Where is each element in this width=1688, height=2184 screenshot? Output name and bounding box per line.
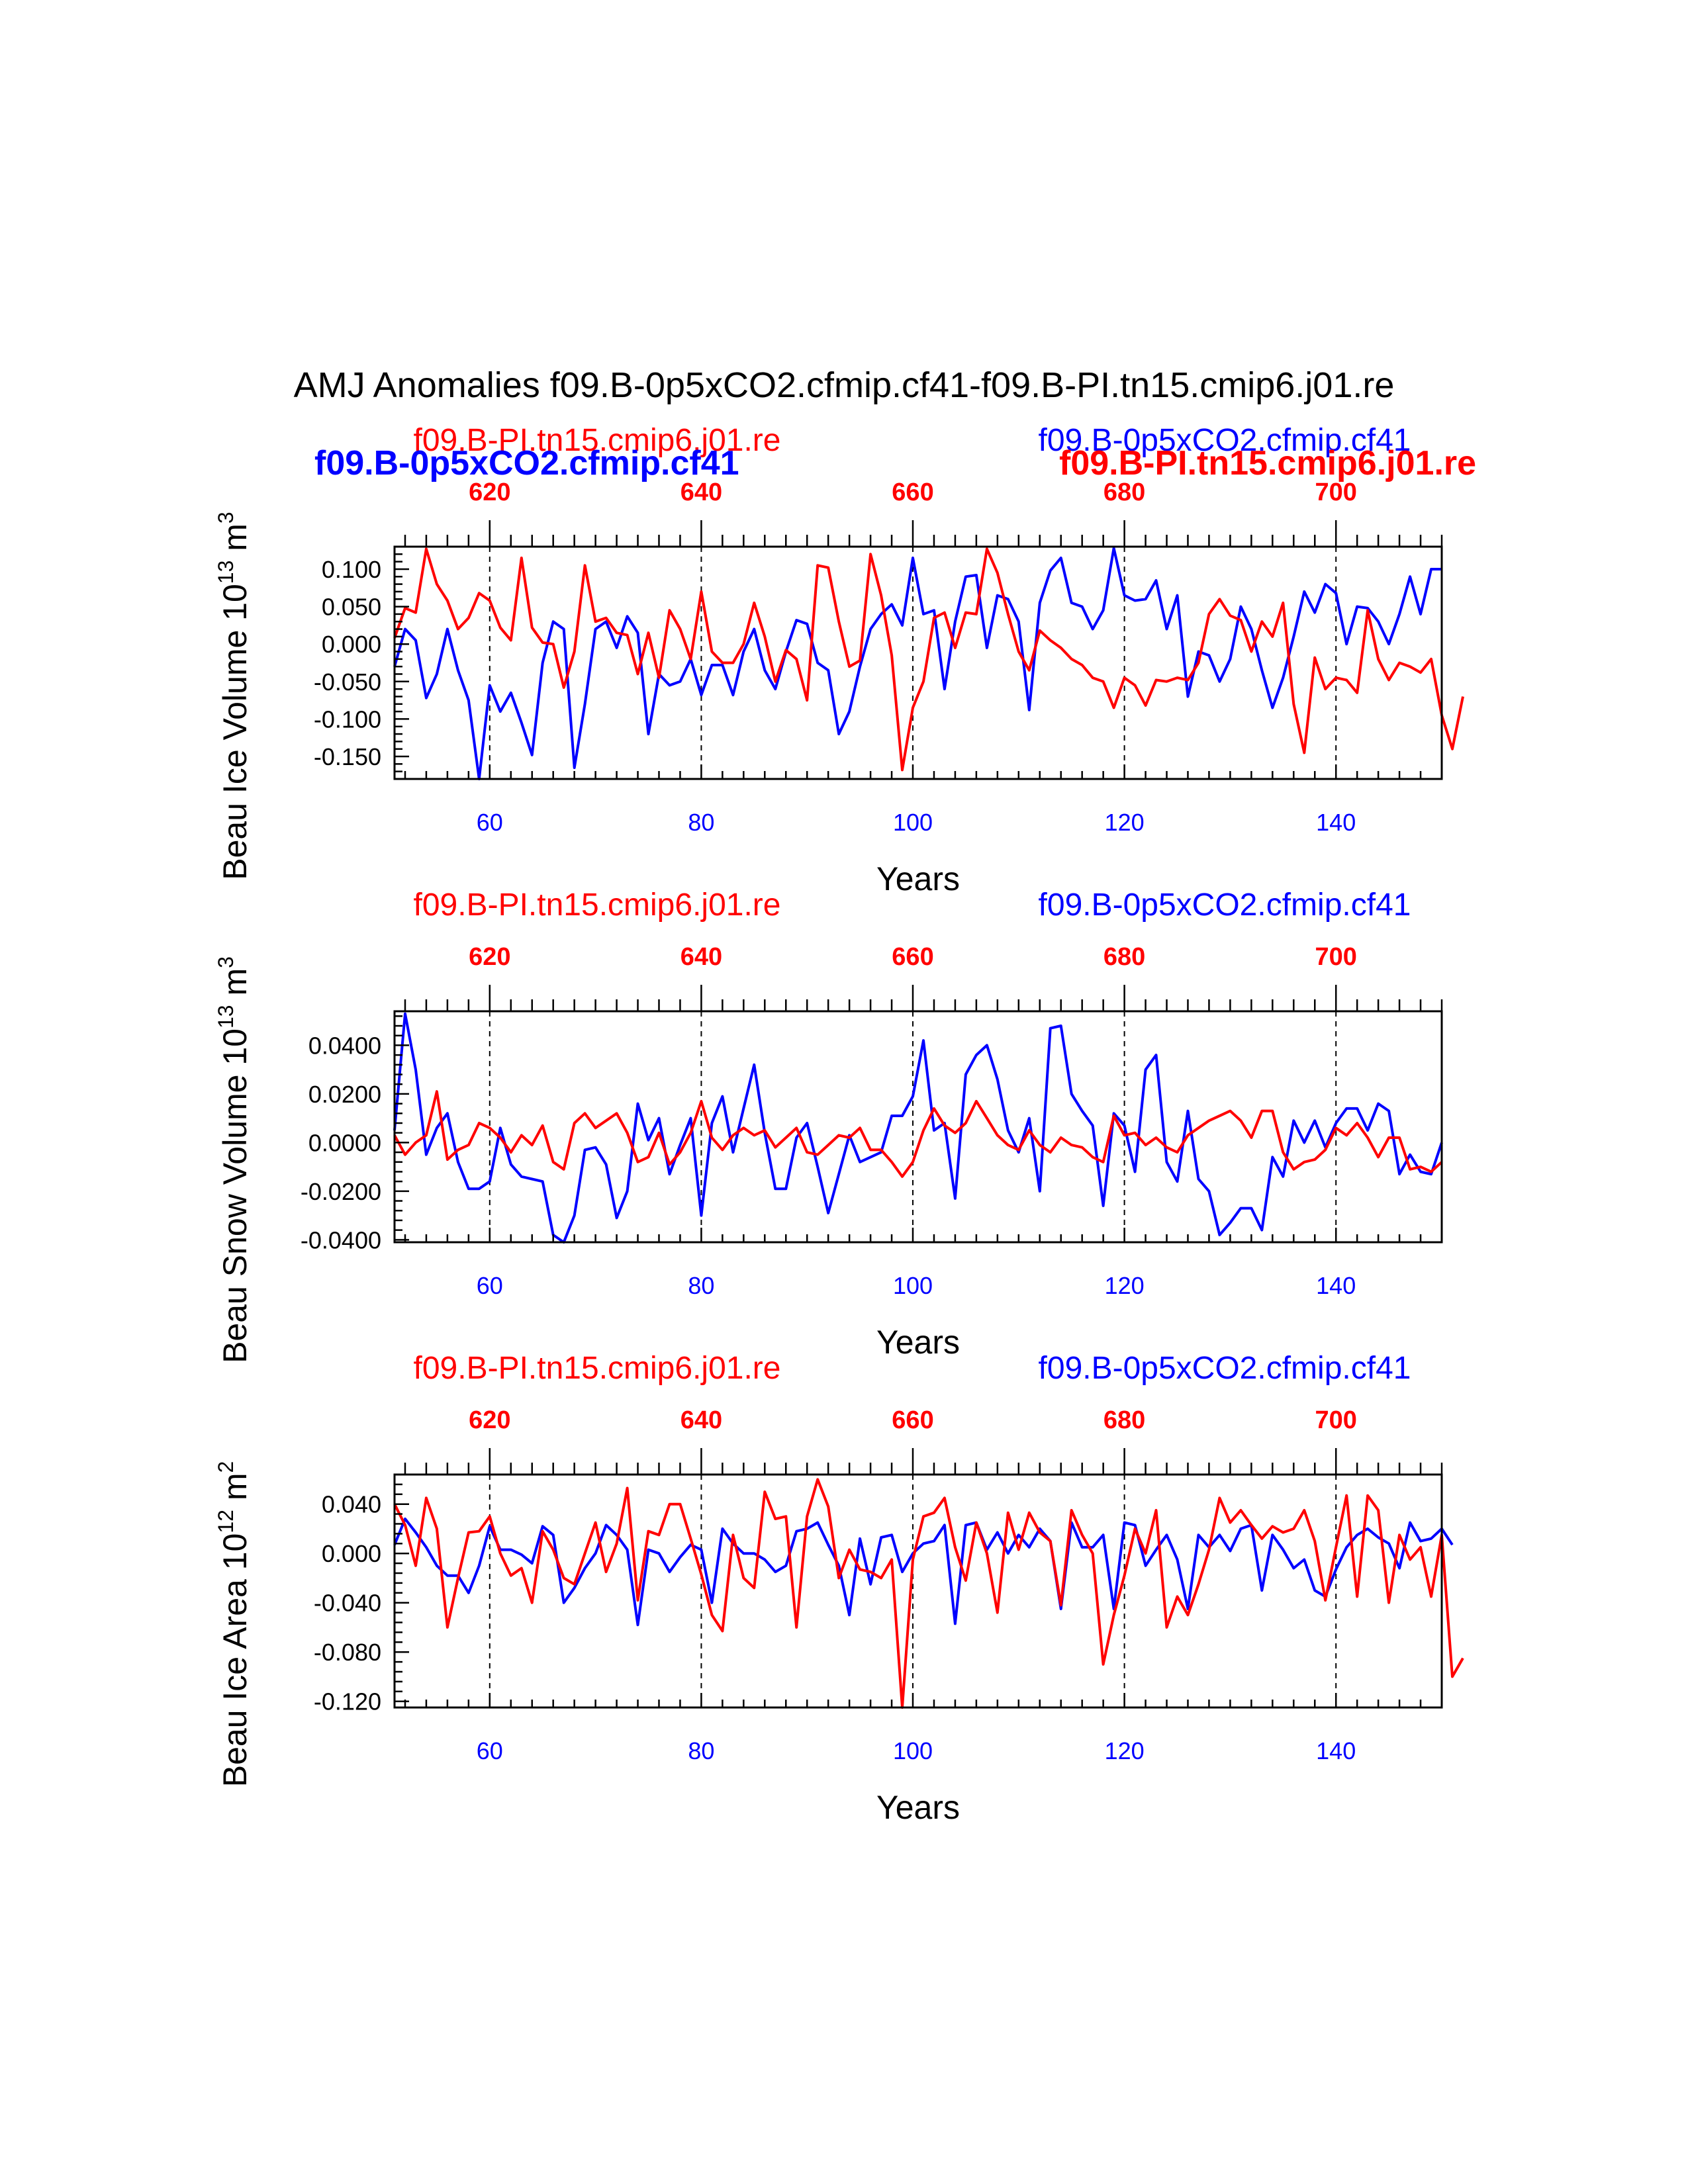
figure-title: AMJ Anomalies f09.B-0p5xCO2.cfmip.cf41-f… <box>294 365 1395 405</box>
ice-volume-top-tick-label: 620 <box>469 478 510 506</box>
ice-area-y-tick-label: 0.040 <box>322 1491 381 1518</box>
ice-area-plot-frame <box>393 1473 1443 1709</box>
snow-volume-x-axis-title: Years <box>876 1324 960 1361</box>
ice-volume-plot-frame <box>393 545 1443 780</box>
ice-volume-header-right-label: f09.B-0p5xCO2.cfmip.cf41 <box>1039 423 1411 458</box>
snow-volume-top-tick-label: 700 <box>1315 943 1356 971</box>
snow-volume-top-tick-label: 620 <box>469 943 510 971</box>
ice-area-top-tick-label: 660 <box>892 1406 933 1434</box>
ice-area-top-tick-label: 620 <box>469 1406 510 1434</box>
ice-volume-x-tick-label: 120 <box>1105 809 1145 836</box>
ice-area-x-tick-label: 120 <box>1105 1737 1145 1764</box>
ice-volume-y-axis-title: Beau Ice Volume 1013 m3 <box>214 512 254 880</box>
ice-volume-y-tick-label: 0.050 <box>322 594 381 621</box>
ice-area-x-tick-label: 60 <box>477 1737 503 1764</box>
snow-volume-series-blue-line <box>393 1012 1443 1244</box>
ice-area-header-left-label: f09.B-PI.tn15.cmip6.j01.re <box>414 1351 781 1386</box>
snow-volume-y-tick-label: 0.0000 <box>308 1129 381 1156</box>
legend-red-bold-label: f09.B-PI.tn15.cmip6.j01.re <box>1059 444 1476 482</box>
snow-volume-y-tick-label: -0.0400 <box>301 1226 381 1253</box>
ice-area-x-axis-title: Years <box>876 1789 960 1826</box>
snow-volume-x-tick-label: 140 <box>1316 1272 1356 1299</box>
ice-area-y-tick-label: -0.120 <box>314 1688 381 1715</box>
ice-volume-panel: 60 80 100 120 140 Years 620 640 660 680 700 f09.B-P… <box>214 423 1464 897</box>
snow-volume-y-tick-label: 0.0200 <box>308 1081 381 1108</box>
snow-volume-plot-frame <box>393 1010 1443 1244</box>
ice-area-y-tick-label: -0.040 <box>314 1590 381 1617</box>
ice-volume-x-axis-title: Years <box>876 860 960 897</box>
ice-volume-y-tick-label: -0.100 <box>314 705 381 733</box>
ice-area-x-tick-label: 80 <box>688 1737 714 1764</box>
legend-blue-bold-label: f09.B-0p5xCO2.cfmip.cf41 <box>314 444 739 482</box>
ice-area-x-tick-label: 100 <box>893 1737 933 1764</box>
snow-volume-panel: 60 80 100 120 140 Years 620 640 660 680 700 f09.B-P… <box>214 887 1443 1363</box>
ice-volume-top-tick-label: 700 <box>1315 478 1356 506</box>
ice-volume-top-tick-label: 640 <box>680 478 722 506</box>
ice-area-y-tick-label: 0.000 <box>322 1540 381 1567</box>
ice-volume-x-tick-label: 100 <box>893 809 933 836</box>
ice-area-y-axis-title: Beau Ice Area 1012 m2 <box>214 1461 254 1788</box>
ice-area-top-tick-label: 680 <box>1103 1406 1145 1434</box>
snow-volume-x-tick-label: 120 <box>1105 1272 1145 1299</box>
ice-area-x-tick-label: 140 <box>1316 1737 1356 1764</box>
snow-volume-y-tick-label: 0.0400 <box>308 1032 381 1059</box>
ice-volume-series-red-line <box>393 547 1464 772</box>
ice-area-top-tick-label: 700 <box>1315 1406 1356 1434</box>
snow-volume-x-tick-label: 60 <box>477 1272 503 1299</box>
snow-volume-x-tick-label: 100 <box>893 1272 933 1299</box>
ice-area-top-tick-label: 640 <box>680 1406 722 1434</box>
ice-volume-x-tick-label: 80 <box>688 809 714 836</box>
ice-volume-y-tick-label: -0.050 <box>314 668 381 696</box>
snow-volume-header-right-label: f09.B-0p5xCO2.cfmip.cf41 <box>1039 887 1411 923</box>
ice-volume-top-tick-label: 680 <box>1103 478 1145 506</box>
ice-area-series-red-line <box>393 1478 1464 1709</box>
snow-volume-series-red-line <box>393 1090 1443 1178</box>
snow-volume-top-tick-label: 660 <box>892 943 933 971</box>
ice-area-panel: 60 80 100 120 140 Years 620 640 660 680 700 f09.B-P… <box>214 1351 1464 1826</box>
ice-volume-series-blue-line <box>393 547 1442 780</box>
snow-volume-top-tick-label: 680 <box>1103 943 1145 971</box>
snow-volume-y-axis-title: Beau Snow Volume 1013 m3 <box>214 956 254 1363</box>
ice-volume-x-tick-label: 140 <box>1316 809 1356 836</box>
ice-volume-y-tick-label: 0.000 <box>322 631 381 658</box>
ice-volume-top-tick-label: 660 <box>892 478 933 506</box>
ice-volume-header-left-label: f09.B-PI.tn15.cmip6.j01.re <box>414 423 781 458</box>
ice-area-header-right-label: f09.B-0p5xCO2.cfmip.cf41 <box>1039 1351 1411 1386</box>
ice-volume-x-tick-label: 60 <box>477 809 503 836</box>
snow-volume-y-tick-label: -0.0200 <box>301 1178 381 1205</box>
ice-volume-y-tick-label: 0.100 <box>322 556 381 583</box>
ice-area-y-tick-label: -0.080 <box>314 1639 381 1666</box>
snow-volume-header-left-label: f09.B-PI.tn15.cmip6.j01.re <box>414 887 781 923</box>
snow-volume-top-tick-label: 640 <box>680 943 722 971</box>
ice-volume-y-tick-label: -0.150 <box>314 743 381 770</box>
snow-volume-x-tick-label: 80 <box>688 1272 714 1299</box>
ice-area-series-blue-line <box>393 1518 1454 1627</box>
